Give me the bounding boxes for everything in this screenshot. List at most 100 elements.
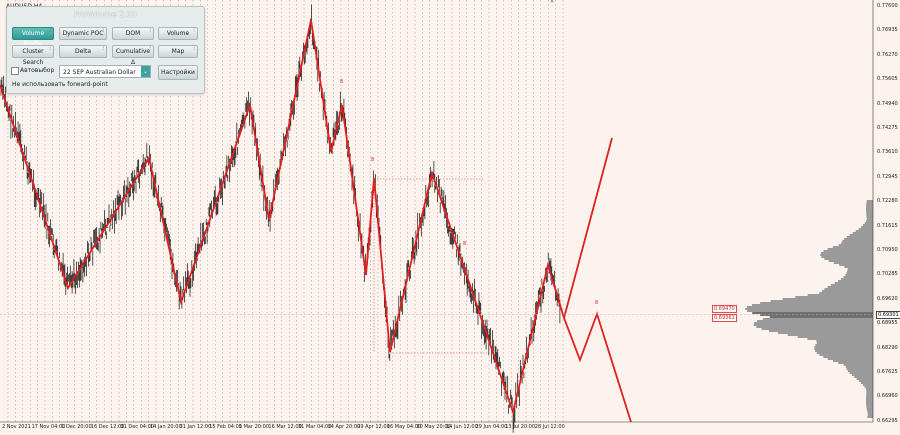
price-tick-label: 0.67625 — [877, 369, 898, 375]
time-tick-label: 16 May 04:00 — [386, 424, 422, 430]
volume-button[interactable]: Volume ⁝ — [158, 27, 198, 40]
dom-button[interactable]: DOM ⁝ — [112, 27, 154, 40]
volume-profile-bar — [815, 344, 873, 346]
volume-profile-bar — [833, 262, 873, 264]
volume-profile-bar — [762, 318, 873, 320]
dynamic-poc-button[interactable]: Dynamic POC ⁝ — [59, 27, 107, 40]
volume-profile-bar — [760, 302, 873, 304]
volume-profile-bar — [846, 368, 873, 370]
contract-select[interactable]: 22 SEP Australian Dollar ⌄ — [59, 65, 151, 78]
volume-profile-bar — [834, 282, 873, 284]
price-tick-label: 0.66295 — [877, 417, 898, 424]
volume-profile-bar — [843, 364, 873, 366]
volume-profile-bar — [866, 408, 873, 410]
map-button[interactable]: Map ⁝ — [158, 45, 198, 58]
cluster-search-button[interactable]: Cluster Search ⁝ — [12, 45, 54, 66]
time-tick-label: 2 Nov 2021 — [2, 424, 31, 430]
volume-profile-bar — [838, 244, 873, 246]
volume-profile-bar — [777, 332, 873, 334]
volume-profile-bar — [819, 354, 873, 356]
volume-profile-bar — [839, 264, 873, 266]
volume-profile-bar — [816, 342, 873, 344]
volume-profile-bar — [866, 202, 873, 204]
volume-profile-bar — [822, 290, 873, 292]
volume-profile-bar — [855, 230, 873, 232]
wave-marker: 8 — [463, 241, 467, 247]
price-tick-label: 0.73610 — [877, 149, 898, 156]
time-tick-label: 29 Apr 12:00 — [357, 424, 390, 430]
delta-button[interactable]: Delta ⁝ — [59, 45, 107, 58]
price-tick-label: 0.71615 — [877, 222, 898, 229]
time-tick-label: 16 Dec 12:00 — [90, 424, 125, 430]
volume-profile-bar — [830, 284, 873, 286]
volume-profile-bar — [753, 324, 873, 326]
volume-profile-button[interactable]: Volume Profile⁝ — [12, 27, 54, 48]
price-tick-label: 0.74940 — [877, 100, 898, 107]
volume-profile-bar — [864, 222, 873, 224]
volume-profile-bar — [747, 310, 873, 312]
volume-profile-bar — [844, 266, 873, 268]
volume-profile-bar — [866, 394, 873, 396]
price-tick-label: 0.75605 — [877, 76, 898, 83]
volume-profile-bar — [858, 228, 873, 230]
volume-profile-bar — [761, 328, 873, 330]
chevron-down-icon[interactable]: ⌄ — [141, 66, 150, 77]
volume-profile-bar — [807, 338, 873, 340]
volume-profile-bar — [823, 356, 873, 358]
volume-profile-bar — [867, 412, 873, 414]
volume-profile-bar — [851, 374, 873, 376]
price-tick-label: 0.70950 — [877, 247, 898, 253]
price-tick-label: 0.66960 — [877, 393, 898, 400]
volume-profile-bar — [827, 358, 873, 360]
volume-profile-bar — [866, 214, 873, 216]
price-tick-label: 0.68290 — [877, 344, 898, 351]
price-tick-label: 0.76270 — [877, 51, 898, 58]
wave-marker: 8 — [595, 300, 599, 306]
time-tick-label: 31 Dec 04:00 — [120, 424, 155, 430]
volume-profile-bar — [861, 382, 873, 384]
time-tick-label: 31 Mar 04:00 — [298, 424, 332, 430]
volume-profile-bar — [756, 326, 873, 328]
level-lines — [373, 178, 487, 354]
settings-button[interactable]: Настройки — [158, 65, 198, 80]
cumulative-delta-button[interactable]: Cumulative Δ ⁝ — [112, 45, 154, 66]
time-tick-label: 1 Dec 20:00 — [61, 424, 92, 430]
volume-profile-bar — [824, 258, 873, 260]
volume-profile-bar — [757, 320, 873, 322]
volume-profile-bar — [867, 416, 873, 418]
price-box-upper: 0.69470 — [712, 305, 737, 313]
volume-profile-bar — [842, 240, 873, 242]
volume-profile-bar — [865, 402, 873, 404]
price-tick-label: 0.72945 — [877, 173, 898, 180]
volume-profile-bar — [807, 294, 873, 296]
volume-profile-bar — [841, 242, 873, 244]
close-icon[interactable]: ✕ — [550, 0, 555, 5]
volume-profile-bar — [846, 236, 873, 238]
volume-profile-bar — [828, 260, 873, 262]
volume-profile-bar — [866, 390, 873, 392]
volume-profile-bar — [867, 410, 873, 412]
time-tick-label: 28 Jul 12:00 — [534, 424, 565, 430]
volume-profile-bar — [814, 346, 873, 348]
volume-profile-bar — [752, 312, 873, 314]
price-tick-label: 0.77600 — [877, 3, 898, 9]
volume-profile-bar — [823, 250, 873, 252]
provolume-panel: ProVolume 2.05 Volume Profile⁝ Dynamic P… — [6, 6, 205, 94]
volume-profile-bar — [866, 218, 873, 220]
volume-profile-bar — [821, 256, 873, 258]
volume-profile-bar — [816, 340, 873, 342]
auto-select-label: Автовыбор — [20, 67, 55, 74]
volume-profile-bar — [845, 366, 873, 368]
volume-profile-bar — [846, 272, 873, 274]
auto-select-checkbox[interactable] — [11, 67, 19, 75]
volume-profile-bar — [760, 314, 873, 316]
projection-line — [563, 137, 613, 319]
volume-profile-bar — [827, 286, 873, 288]
volume-profile-bar — [832, 246, 873, 248]
volume-profile-bar — [866, 404, 873, 406]
time-tick-label: 1 Mar 20:00 — [238, 424, 269, 430]
price-tick-label: 0.68955 — [877, 320, 898, 327]
volume-profile-bar — [862, 384, 873, 386]
